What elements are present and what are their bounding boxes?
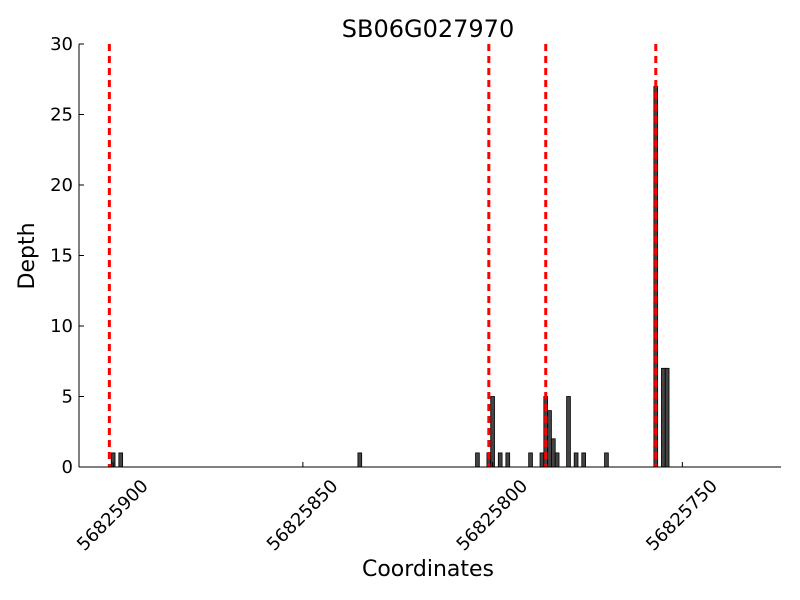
y-tick-label: 30 <box>50 34 73 55</box>
bar <box>357 452 363 468</box>
bar <box>661 367 666 468</box>
bar <box>566 396 571 468</box>
bar <box>475 452 480 468</box>
bar <box>547 410 552 468</box>
bar <box>539 452 545 468</box>
bar <box>573 452 579 468</box>
x-tick-label: 56825800 <box>453 476 533 556</box>
x-tick-label: 56825750 <box>642 476 722 556</box>
bar <box>551 438 556 468</box>
x-tick-label: 56825850 <box>263 476 343 556</box>
y-ticks-group: 0 5 10 15 20 25 30 <box>50 34 84 478</box>
bar <box>490 396 495 468</box>
bar <box>505 452 511 468</box>
bar <box>604 452 609 468</box>
x-tick-label: 56825900 <box>73 476 153 556</box>
axes-group <box>78 44 781 468</box>
x-ticks-group: 56825900 56825850 56825800 56825750 <box>73 462 722 555</box>
bar <box>497 452 503 468</box>
bar <box>664 367 670 468</box>
bar <box>581 452 586 468</box>
y-tick-label: 25 <box>50 105 73 126</box>
y-tick-label: 5 <box>62 387 73 408</box>
y-tick-label: 0 <box>62 457 73 478</box>
bar <box>528 452 533 468</box>
bar <box>118 452 124 468</box>
x-axis-label: Coordinates <box>362 557 494 582</box>
chart-title: SB06G027970 <box>342 15 514 43</box>
y-tick-label: 15 <box>50 246 73 267</box>
y-tick-label: 20 <box>50 175 73 196</box>
markers-group <box>107 44 658 467</box>
y-tick-label: 10 <box>50 316 73 337</box>
bar <box>554 452 560 468</box>
bars-group <box>110 85 670 468</box>
y-axis-label: Depth <box>15 222 40 289</box>
